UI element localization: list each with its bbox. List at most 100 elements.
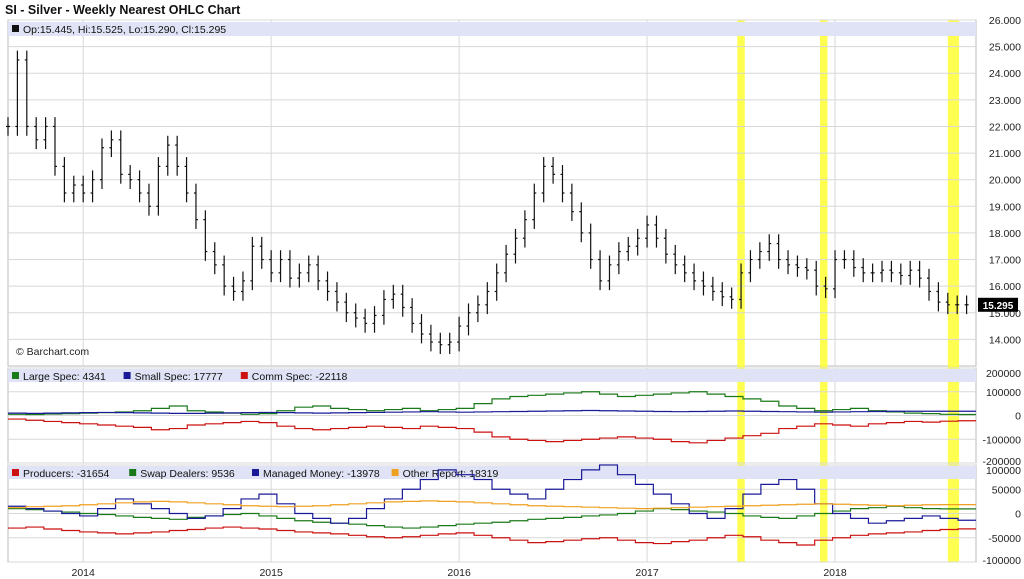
ohlc-bar bbox=[250, 236, 255, 291]
ohlc-bar bbox=[438, 332, 443, 355]
ohlc-bar bbox=[786, 250, 791, 275]
ohlc-bar bbox=[936, 282, 941, 312]
ohlc-bar bbox=[898, 263, 903, 285]
ohlc-bar bbox=[90, 170, 95, 203]
ohlc-bar bbox=[635, 228, 640, 256]
ohlc-bar bbox=[6, 117, 10, 136]
ohlc-bar bbox=[278, 250, 283, 283]
ohlc-bar bbox=[522, 210, 527, 248]
cot-legend-swatch bbox=[252, 469, 259, 476]
x-tick-label: 2018 bbox=[823, 567, 847, 579]
ohlc-bar bbox=[109, 130, 114, 158]
price-legend-strip bbox=[8, 22, 976, 36]
ohlc-bar bbox=[748, 250, 753, 283]
ohlc-bar bbox=[297, 263, 302, 288]
y-tick-label: 100000 bbox=[986, 465, 1021, 477]
ohlc-bar bbox=[212, 242, 217, 275]
spec-legend-text: Large Spec: 4341 bbox=[23, 371, 106, 383]
cot-legend-swatch bbox=[12, 469, 19, 476]
ohlc-bar bbox=[71, 175, 76, 203]
y-tick-label: 18.000 bbox=[989, 228, 1021, 240]
ohlc-bar bbox=[739, 263, 744, 309]
ohlc-bar bbox=[156, 157, 161, 216]
spec-legend-swatch bbox=[123, 372, 131, 379]
spec-legend-text: Comm Spec: -22118 bbox=[252, 371, 348, 383]
highlight-band bbox=[819, 20, 828, 562]
x-tick-label: 2014 bbox=[72, 567, 96, 579]
spec-legend-text: Small Spec: 17777 bbox=[135, 371, 223, 383]
ohlc-bar bbox=[607, 255, 612, 291]
ohlc-bar bbox=[513, 228, 518, 264]
ohlc-bar bbox=[381, 290, 386, 325]
ohlc-bar bbox=[203, 210, 208, 261]
ohlc-bar bbox=[720, 282, 725, 307]
ohlc-bar bbox=[24, 50, 29, 136]
ohlc-bar bbox=[588, 223, 593, 269]
ohlc-bar bbox=[146, 183, 151, 216]
ohlc-bar bbox=[795, 255, 800, 277]
ohlc-bar bbox=[889, 260, 894, 283]
y-tick-label: 21.000 bbox=[989, 148, 1021, 160]
ohlc-bar bbox=[767, 234, 772, 261]
cot-series-line bbox=[8, 505, 976, 529]
y-tick-label: 25.000 bbox=[989, 42, 1021, 54]
spec-legend-swatch bbox=[240, 372, 248, 379]
cot-legend-text: Managed Money: -13978 bbox=[263, 468, 380, 480]
ohlc-bar bbox=[447, 332, 452, 355]
y-tick-label: 19.000 bbox=[989, 201, 1021, 213]
ohlc-bar bbox=[344, 292, 349, 323]
spec-legend-swatch bbox=[12, 372, 19, 379]
ohlc-bar bbox=[475, 295, 480, 323]
ohlc-bar bbox=[428, 324, 433, 352]
ohlc-bar bbox=[645, 215, 650, 248]
ohlc-bar bbox=[353, 303, 358, 328]
ohlc-bar bbox=[814, 260, 819, 296]
ohlc-bar bbox=[663, 228, 668, 264]
ohlc-bar bbox=[541, 157, 546, 203]
cot-legend-swatch bbox=[391, 469, 399, 476]
ohlc-bar bbox=[43, 117, 48, 150]
ohlc-bar bbox=[99, 138, 104, 190]
ohlc-bar bbox=[654, 215, 659, 248]
ohlc-bar bbox=[823, 276, 828, 299]
ohlc-bar bbox=[316, 255, 321, 291]
y-tick-label: 50000 bbox=[992, 484, 1021, 496]
ohlc-bar bbox=[240, 271, 245, 301]
ohlc-bar bbox=[927, 268, 932, 301]
ohlc-bar bbox=[560, 165, 565, 203]
ohlc-bar bbox=[504, 244, 509, 283]
x-tick-label: 2017 bbox=[635, 567, 659, 579]
ohlc-bar bbox=[616, 242, 621, 275]
y-tick-label: -50000 bbox=[988, 533, 1021, 545]
spec-series-line bbox=[8, 418, 976, 444]
chart-title: SI - Silver - Weekly Nearest OHLC Chart bbox=[5, 3, 241, 17]
ohlc-bar bbox=[372, 306, 377, 333]
last-price-box bbox=[978, 297, 1018, 312]
y-tick-label: -200000 bbox=[982, 456, 1021, 468]
ohlc-bar bbox=[466, 303, 471, 336]
ohlc-bar bbox=[400, 284, 405, 317]
ohlc-bar bbox=[62, 157, 67, 203]
ohlc-bar bbox=[363, 308, 368, 333]
x-tick-label: 2016 bbox=[447, 567, 471, 579]
ohlc-bar bbox=[908, 260, 913, 285]
ohlc-bar bbox=[287, 250, 292, 288]
ohlc-bar bbox=[532, 183, 537, 229]
ohlc-bar bbox=[259, 236, 264, 269]
ohlc-bar bbox=[118, 130, 123, 184]
ohlc-bar bbox=[861, 258, 866, 283]
last-price-label: 15.295 bbox=[983, 301, 1014, 312]
y-tick-label: -100000 bbox=[982, 555, 1021, 567]
ohlc-bar bbox=[842, 250, 847, 269]
y-tick-label: 14.000 bbox=[989, 334, 1021, 346]
ohlc-bar bbox=[325, 271, 330, 301]
price-legend-swatch bbox=[12, 25, 19, 32]
ohlc-bar bbox=[175, 135, 180, 176]
cot-series-line bbox=[8, 526, 976, 546]
ohlc-bar bbox=[964, 295, 969, 315]
ohlc-bar bbox=[52, 117, 57, 176]
cot-series-line bbox=[8, 464, 976, 524]
ohlc-bar bbox=[870, 263, 875, 283]
ohlc-bar bbox=[165, 135, 170, 176]
ohlc-bar bbox=[15, 50, 20, 136]
